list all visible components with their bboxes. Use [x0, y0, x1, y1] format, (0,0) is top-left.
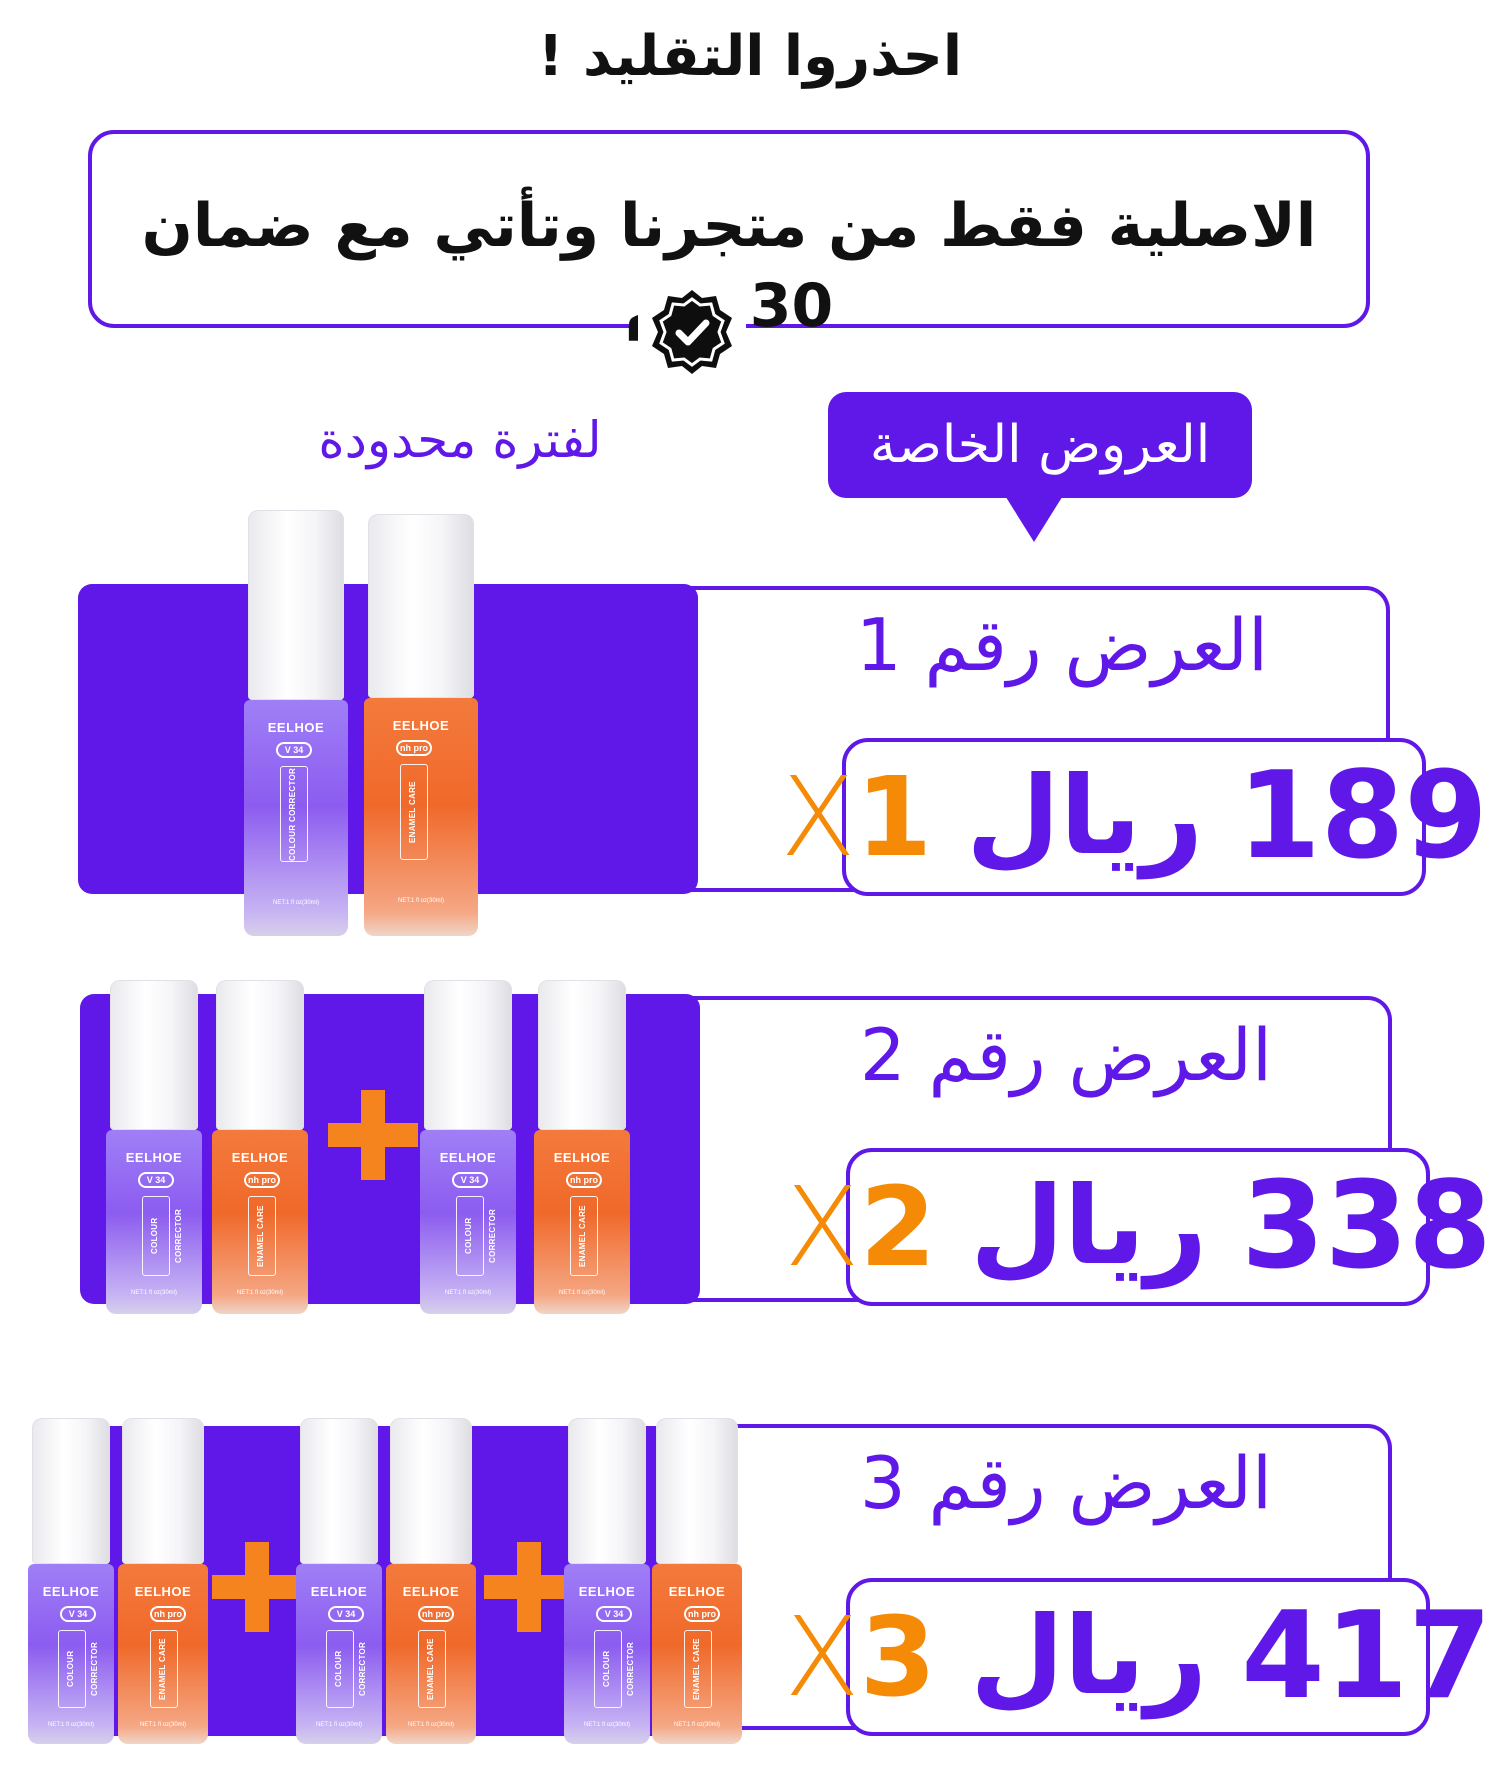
- product-bottle-orange: EELHOE nh pro ENAMEL CARE NET:1 fl oz(30…: [364, 514, 478, 936]
- product-bottle-orange: EELHOE nh pro ENAMEL CARE NET:1 fl oz(30…: [386, 1418, 476, 1744]
- offer-label: العرض رقم 3: [859, 1441, 1272, 1525]
- product-bottle-purple: EELHOE V 34 COLOUR CORRECTOR NET:1 fl oz…: [106, 980, 202, 1314]
- offer-card-2[interactable]: العرض رقم 2 X2 ريال 338 EELHOE V 34 COLO…: [0, 980, 1500, 1314]
- currency: ريال: [966, 754, 1204, 879]
- special-offers-tag: العروض الخاصة: [828, 392, 1252, 498]
- verified-badge-icon: [638, 282, 746, 382]
- guarantee-box: الاصلية فقط من متجرنا وتأتي مع ضمان 30 ي…: [88, 130, 1370, 341]
- limited-time-label: لفترة محدودة: [318, 411, 602, 469]
- special-offers-tag-pointer: [1004, 494, 1064, 542]
- plus-icon: [212, 1542, 302, 1632]
- quantity: X2: [784, 1163, 937, 1291]
- offer-label: العرض رقم 2: [859, 1013, 1272, 1097]
- price-amount: 189: [1237, 747, 1488, 886]
- offer-card-1[interactable]: العرض رقم 1 X1 ريال 189 EELHOE V 34 COLO…: [0, 510, 1500, 936]
- product-bottle-purple: EELHOE V 34 COLOUR CORRECTOR NET:1 fl oz…: [28, 1418, 114, 1744]
- product-bottle-purple: EELHOE V 34 COLOUR CORRECTOR NET:1 fl oz…: [420, 980, 516, 1314]
- offer-label: العرض رقم 1: [855, 603, 1268, 687]
- product-bottle-orange: EELHOE nh pro ENAMEL CARE NET:1 fl oz(30…: [212, 980, 308, 1314]
- product-bottle-orange: EELHOE nh pro ENAMEL CARE NET:1 fl oz(30…: [534, 980, 630, 1314]
- price-amount: 338: [1241, 1157, 1492, 1296]
- currency: ريال: [970, 1164, 1208, 1289]
- quantity: X1: [780, 753, 933, 881]
- price-box: X3 ريال 417: [784, 1578, 1492, 1736]
- price-amount: 417: [1241, 1587, 1492, 1726]
- price-box: X2 ريال 338: [784, 1148, 1492, 1306]
- page-title: احذروا التقليد !: [537, 24, 963, 89]
- plus-icon: [484, 1542, 574, 1632]
- product-bottle-purple: EELHOE V 34 COLOUR CORRECTOR NET:1 fl oz…: [296, 1418, 382, 1744]
- product-bottle-orange: EELHOE nh pro ENAMEL CARE NET:1 fl oz(30…: [652, 1418, 742, 1744]
- product-bottle-purple: EELHOE V 34 COLOUR CORRECTOR NET:1 fl oz…: [564, 1418, 650, 1744]
- currency: ريال: [970, 1594, 1208, 1719]
- plus-icon: [328, 1090, 418, 1180]
- price-box: X1 ريال 189: [780, 738, 1488, 896]
- product-bottle-purple: EELHOE V 34 COLOUR CORRECTOR NET:1 fl oz…: [244, 510, 348, 936]
- offer-card-3[interactable]: العرض رقم 3 X3 ريال 417 EELHOE V 34 COLO…: [0, 1412, 1500, 1744]
- quantity: X3: [784, 1593, 937, 1721]
- product-bottle-orange: EELHOE nh pro ENAMEL CARE NET:1 fl oz(30…: [118, 1418, 208, 1744]
